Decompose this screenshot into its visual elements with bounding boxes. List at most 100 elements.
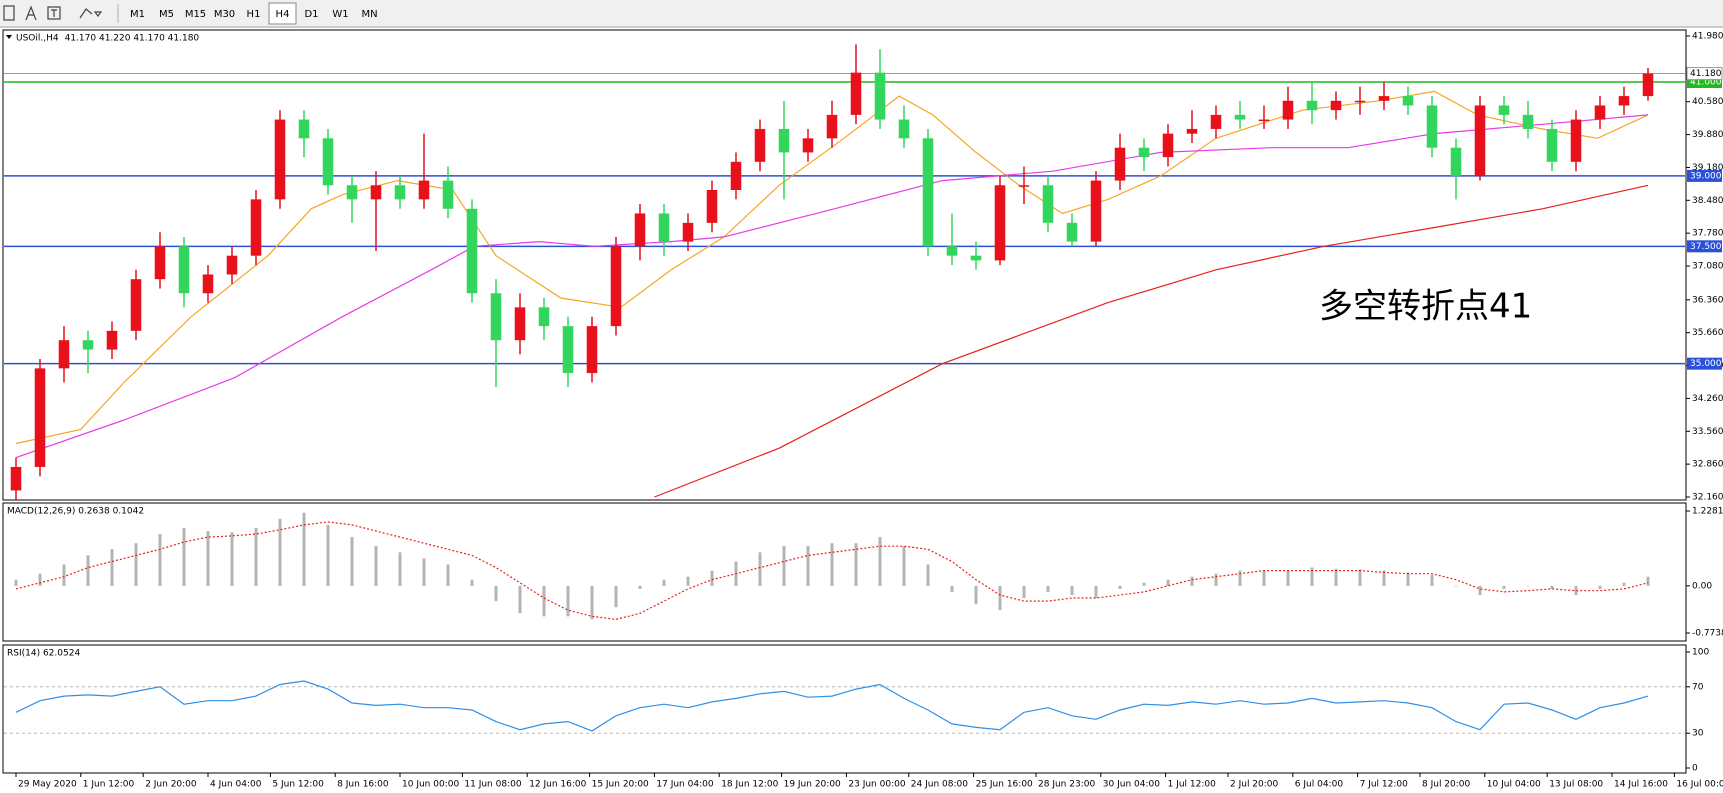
candle-body [1402, 96, 1414, 106]
candle-body [706, 189, 718, 223]
bid-label: 41.180 [1690, 69, 1722, 79]
x-tick-label: 1 Jun 12:00 [83, 780, 135, 790]
x-tick-label: 28 Jun 23:00 [1038, 780, 1095, 790]
candle-body [610, 246, 622, 327]
x-tick-label: 10 Jul 04:00 [1487, 780, 1541, 790]
candle-body [58, 340, 70, 369]
candle-body [754, 128, 766, 162]
macd-bar [1550, 585, 1554, 589]
rsi-line [15, 680, 1649, 732]
candle-body [1426, 105, 1438, 148]
macd-bar [398, 552, 402, 586]
macd-bar [1334, 568, 1338, 586]
macd-bar [518, 585, 522, 614]
macd-bar [1598, 585, 1602, 589]
tool-icon[interactable] [25, 5, 37, 21]
panel-title: MACD(12,26,9) 0.2638 0.1042 [7, 507, 144, 517]
timeframe-button[interactable]: M1 [130, 9, 145, 20]
macd-bar [182, 527, 186, 586]
y-tick-label: 100 [1692, 648, 1709, 658]
candle-body [1570, 119, 1582, 162]
macd-bar [1382, 570, 1386, 586]
macd-bar [1622, 582, 1626, 586]
candle-body [274, 119, 286, 200]
candle-body [418, 180, 430, 200]
macd-bar [926, 564, 930, 586]
candle-body [898, 119, 910, 139]
candle-body [562, 326, 574, 374]
macd-bar [1190, 576, 1194, 586]
macd-bar [1286, 570, 1290, 586]
macd-bar [1406, 572, 1410, 586]
x-tick-label: 23 Jun 00:00 [848, 780, 905, 790]
panel-frame [2, 502, 1687, 642]
candle-body [1474, 105, 1486, 176]
y-tick-label: 39.180 [1692, 163, 1723, 173]
timeframe-button[interactable]: H1 [247, 9, 261, 20]
macd-bar [1022, 585, 1026, 599]
macd-bar [1454, 585, 1458, 587]
candle-body [1282, 100, 1294, 120]
candle-body [1042, 185, 1054, 223]
x-tick-label: 10 Jun 00:00 [402, 780, 459, 790]
macd-bar [38, 573, 42, 586]
level-tag [1687, 169, 1722, 182]
timeframe-button[interactable]: M5 [159, 9, 174, 20]
x-tick-label: 8 Jun 16:00 [337, 780, 389, 790]
candle-body [1234, 114, 1246, 120]
y-tick-label: 0 [1692, 764, 1698, 774]
timeframe-button[interactable]: D1 [304, 9, 318, 20]
x-tick-label: 7 Jul 12:00 [1360, 780, 1409, 790]
bid-tag [1686, 67, 1723, 81]
macd-bar [806, 546, 810, 586]
candle-body [178, 246, 190, 294]
macd-bar [374, 546, 378, 586]
tool-icon[interactable] [51, 9, 57, 17]
timeframe-button[interactable]: MN [361, 9, 377, 20]
y-tick-label: -0.7738 [1692, 629, 1723, 639]
y-tick-label: 70 [1692, 682, 1704, 692]
macd-bar [254, 527, 258, 586]
timeframe-button[interactable]: W1 [332, 9, 348, 20]
tool-icon[interactable] [47, 6, 61, 20]
tool-icon[interactable] [3, 5, 15, 21]
moving-average [654, 184, 1649, 498]
macd-bar [1118, 585, 1122, 589]
candle-body [1642, 73, 1654, 97]
macd-bar [1070, 585, 1074, 595]
macd-bar [350, 537, 354, 586]
timeframe-button[interactable]: M30 [214, 9, 235, 20]
candle-body [1090, 180, 1102, 242]
candle-body [1186, 128, 1198, 134]
panel-frame [2, 29, 1687, 501]
candle-body [1018, 185, 1030, 187]
candle-body [1114, 147, 1126, 181]
tool-icon[interactable] [79, 8, 103, 19]
x-tick-label: 18 Jun 12:00 [721, 780, 778, 790]
panel-frame [2, 644, 1687, 774]
candle-body [226, 255, 238, 275]
macd-bar [446, 564, 450, 586]
candle-body [442, 180, 454, 209]
macd-bar [86, 555, 90, 586]
macd-bar [854, 543, 858, 586]
y-tick-label: 38.480 [1692, 196, 1723, 206]
level-tag [1687, 357, 1722, 370]
macd-bar [1238, 570, 1242, 586]
macd-bar [710, 570, 714, 586]
moving-average [15, 114, 1649, 459]
macd-bar [878, 537, 882, 586]
x-tick-label: 4 Jun 04:00 [210, 780, 262, 790]
level-label: 39.000 [1690, 171, 1722, 181]
candle-body [394, 185, 406, 200]
ohlc: 41.170 41.220 41.170 41.180 [65, 34, 200, 44]
candle-body [922, 138, 934, 247]
y-tick-label: 41.980 [1692, 32, 1723, 42]
candle-body [1450, 147, 1462, 176]
timeframe-button[interactable]: H4 [276, 9, 290, 20]
timeframe-button[interactable]: M15 [185, 9, 206, 20]
x-tick-label: 19 Jun 20:00 [784, 780, 841, 790]
macd-bar [1046, 585, 1050, 592]
candle-body [778, 128, 790, 153]
macd-bar [1526, 585, 1530, 587]
